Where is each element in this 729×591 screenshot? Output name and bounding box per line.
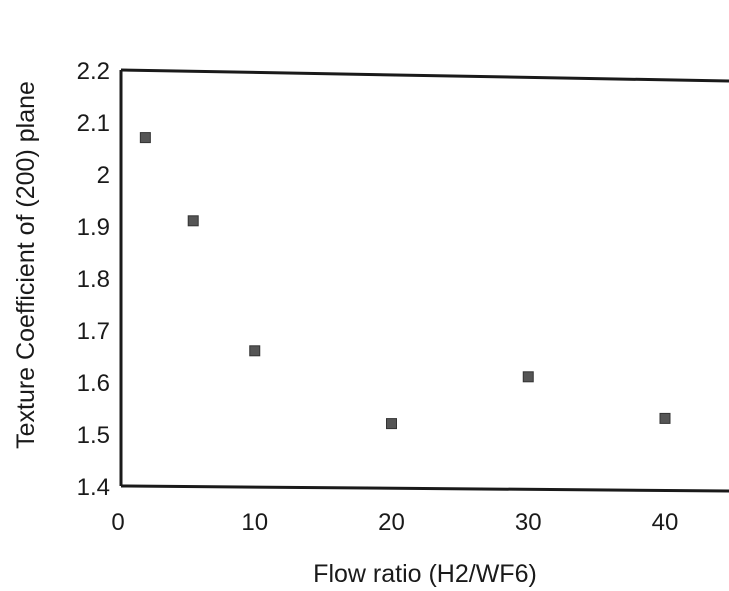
x-tick-label: 40: [652, 509, 679, 536]
plot-frame: [119, 68, 729, 493]
data-point: [386, 418, 397, 430]
x-axis-line: [120, 484, 729, 493]
data-points: [139, 132, 671, 430]
y-tick-label: 1.4: [77, 474, 110, 501]
y-tick-label: 1.8: [77, 266, 110, 293]
y-axis-title: Texture Coefficient of (200) plane: [12, 81, 40, 449]
y-tick-label: 2.2: [77, 58, 110, 85]
data-point: [187, 215, 199, 227]
y-tick-label: 1.7: [77, 318, 110, 345]
x-tick-label: 0: [111, 509, 124, 536]
y-tick-label: 2: [97, 162, 110, 189]
plot-top-border: [120, 68, 729, 83]
y-tick-label: 1.6: [77, 370, 110, 397]
x-tick-label: 30: [515, 509, 542, 536]
data-point: [249, 345, 261, 357]
x-tick-label: 10: [241, 509, 268, 536]
data-point: [659, 412, 671, 424]
y-tick-label: 1.9: [77, 214, 110, 241]
y-tick-label: 2.1: [77, 110, 110, 137]
data-point: [522, 371, 534, 383]
y-tick-label: 1.5: [77, 422, 110, 449]
x-axis-title: Flow ratio (H2/WF6): [313, 560, 537, 588]
data-point: [139, 132, 151, 144]
y-axis-ticks: 1.4 1.5 1.6 1.7 1.8 1.9 2 2.1 2.2: [77, 58, 110, 501]
x-axis-ticks: 0 10 20 30 40: [111, 509, 678, 536]
x-tick-label: 20: [378, 509, 405, 536]
